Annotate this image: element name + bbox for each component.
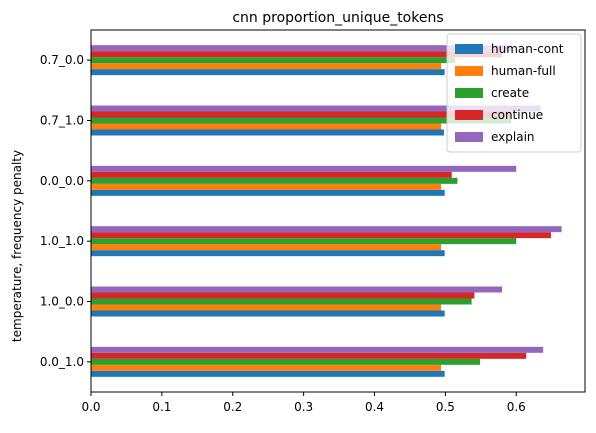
x-tick-label: 0.6 xyxy=(507,400,526,414)
bar-continue-0.7_0.0 xyxy=(91,51,503,58)
x-tick-label: 0.3 xyxy=(294,400,313,414)
x-tick-label: 0.0 xyxy=(81,400,100,414)
bar-create-1.0_1.0 xyxy=(91,238,517,245)
bar-explain-0.7_1.0 xyxy=(91,105,541,112)
legend-swatch-human-full xyxy=(455,66,483,76)
bar-continue-0.0_1.0 xyxy=(91,352,527,359)
legend-box xyxy=(446,33,582,153)
bar-explain-1.0_0.0 xyxy=(91,286,503,293)
bar-human-full-0.0_0.0 xyxy=(91,183,442,190)
bar-create-0.0_0.0 xyxy=(91,177,458,184)
bar-human-full-0.7_1.0 xyxy=(91,123,442,130)
bar-continue-1.0_0.0 xyxy=(91,292,475,299)
legend-label-human-cont: human-cont xyxy=(491,42,564,56)
x-tick-label: 0.2 xyxy=(223,400,242,414)
bar-continue-1.0_1.0 xyxy=(91,232,551,239)
legend: human-cont human-full create continue explai… xyxy=(446,33,582,153)
plot-frame xyxy=(90,29,586,393)
y-tick-label: 1.0_1.0 xyxy=(40,234,84,248)
bar-human-cont-0.7_0.0 xyxy=(91,69,445,76)
legend-swatch-continue xyxy=(455,110,483,120)
legend-label-explain: explain xyxy=(491,130,535,144)
bar-human-cont-1.0_0.0 xyxy=(91,310,445,317)
bar-human-full-1.0_0.0 xyxy=(91,304,442,311)
bar-human-full-0.0_1.0 xyxy=(91,364,442,371)
legend-swatch-create xyxy=(455,88,483,98)
bar-explain-1.0_1.0 xyxy=(91,226,562,233)
y-tick-label: 0.0_0.0 xyxy=(40,174,84,188)
legend-label-continue: continue xyxy=(491,108,543,122)
bars xyxy=(91,45,562,377)
bar-explain-0.7_0.0 xyxy=(91,45,512,52)
bar-human-full-0.7_0.0 xyxy=(91,63,442,70)
bar-explain-0.0_0.0 xyxy=(91,165,517,172)
bar-create-0.0_1.0 xyxy=(91,358,481,365)
bar-human-cont-0.7_1.0 xyxy=(91,129,444,136)
bar-continue-0.0_0.0 xyxy=(91,171,452,178)
bar-create-1.0_0.0 xyxy=(91,298,472,305)
bar-continue-0.7_1.0 xyxy=(91,111,511,118)
legend-label-create: create xyxy=(491,86,529,100)
legend-label-human-full: human-full xyxy=(491,64,556,78)
bar-human-cont-0.0_0.0 xyxy=(91,189,445,196)
x-tick-label: 0.5 xyxy=(436,400,455,414)
bar-explain-0.0_1.0 xyxy=(91,346,544,353)
bar-human-cont-1.0_1.0 xyxy=(91,250,445,257)
y-tick-label: 0.0_1.0 xyxy=(40,355,84,369)
bar-human-cont-0.0_1.0 xyxy=(91,370,445,377)
y-tick-label: 1.0_0.0 xyxy=(40,295,84,309)
bar-create-0.7_0.0 xyxy=(91,57,456,64)
legend-swatch-human-cont xyxy=(455,44,483,54)
bar-create-0.7_1.0 xyxy=(91,117,512,124)
x-tick-label: 0.4 xyxy=(365,400,384,414)
legend-swatch-explain xyxy=(455,132,483,142)
bar-human-full-1.0_1.0 xyxy=(91,244,442,251)
x-axis-ticks: 0.0 0.1 0.2 0.3 0.4 0.5 0.6 xyxy=(81,392,526,414)
y-tick-label: 0.7_0.0 xyxy=(40,53,84,67)
x-tick-label: 0.1 xyxy=(152,400,171,414)
chart-title: cnn proportion_unique_tokens xyxy=(232,10,443,26)
y-axis-ticks: 0.0_1.0 1.0_0.0 1.0_1.0 0.0_0.0 0.7_1.0 0.7_0… xyxy=(40,53,91,369)
y-tick-label: 0.7_1.0 xyxy=(40,114,84,128)
y-axis-label: temperature, frequency penalty xyxy=(10,150,24,342)
